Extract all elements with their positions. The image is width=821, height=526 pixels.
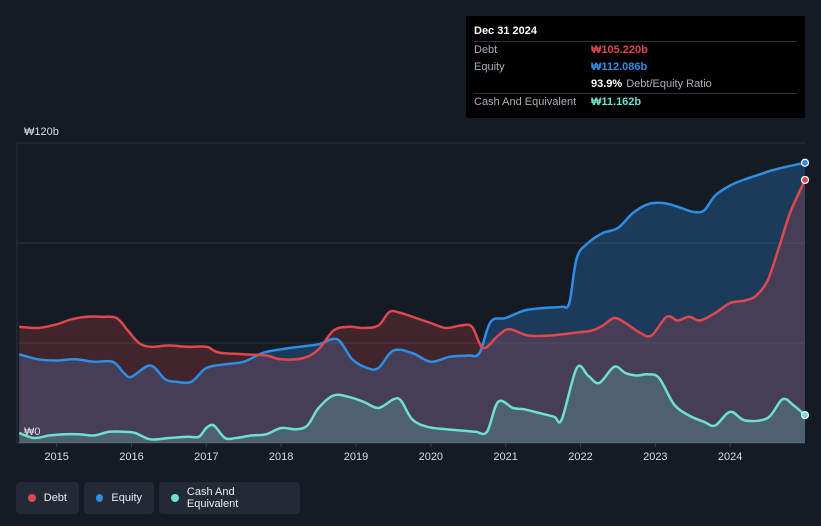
x-tick-label: 2016: [119, 451, 143, 463]
tooltip-equity-label: Equity: [474, 61, 505, 73]
y-tick-label: ₩120b: [24, 126, 59, 138]
debt-line: [19, 179, 807, 361]
debt-dot-icon: [28, 494, 36, 502]
series-lines: [18, 161, 807, 441]
tooltip-cash-label: Cash And Equivalent: [474, 96, 577, 108]
x-tick-label: 2023: [643, 451, 667, 463]
x-tick-label: 2015: [44, 451, 68, 463]
equity-end-marker[interactable]: [800, 158, 810, 167]
x-tick-label: 2019: [344, 451, 368, 463]
tooltip-ratio-value: 93.9%: [591, 78, 623, 90]
tooltip-debt-value: ₩105.220b: [591, 44, 648, 56]
tooltip-cash-value: ₩11.162b: [591, 96, 642, 108]
legend-label-cash: Cash And Equivalent: [186, 486, 239, 510]
x-tick-label: 2021: [493, 451, 517, 463]
debt-area: [19, 179, 805, 443]
tooltip-ratio-label: Debt/Equity Ratio: [626, 78, 712, 90]
x-tick-label: 2020: [419, 451, 443, 463]
cash-and-equivalent-end-marker[interactable]: [800, 411, 810, 420]
tooltip-row-debt: Debt ₩105.220b: [474, 41, 797, 59]
y-tick-label: ₩0: [24, 426, 41, 438]
equity-dot-icon: [96, 494, 104, 502]
x-tick-label: 2022: [568, 451, 592, 463]
tooltip-row-equity: Equity ₩112.086b: [474, 59, 797, 76]
legend-label-equity: Equity: [111, 492, 142, 504]
x-tick-label: 2024: [718, 451, 742, 463]
legend-item-debt[interactable]: Debt: [16, 482, 79, 514]
tooltip-debt-label: Debt: [474, 44, 498, 56]
tooltip-row-ratio: 93.9% Debt/Equity Ratio: [474, 76, 797, 93]
legend-item-equity[interactable]: Equity: [84, 482, 154, 514]
cash-and-equivalent-area: [19, 365, 805, 443]
axis-labels: ₩120b ₩0 2015 2016 2017 2018 2019 2020 2021 2022 2…: [24, 126, 742, 463]
legend-item-cash[interactable]: Cash And Equivalent: [159, 482, 300, 514]
debt-end-marker[interactable]: [800, 175, 810, 185]
cash-dot-icon: [171, 494, 179, 502]
cash-and-equivalent-line: [18, 364, 806, 441]
hover-tooltip: Dec 31 2024 Debt ₩105.220b Equity ₩112.0…: [466, 16, 805, 118]
x-tick-label: 2018: [269, 451, 293, 463]
area-fills: [19, 162, 805, 444]
legend-label-debt: Debt: [43, 492, 67, 504]
tooltip-row-cash: Cash And Equivalent ₩11.162b: [474, 93, 797, 111]
chart-legend: Debt Equity Cash And Equivalent: [16, 482, 300, 514]
tooltip-date: Dec 31 2024: [474, 25, 537, 37]
end-markers: [800, 158, 810, 420]
x-tick-label: 2017: [194, 451, 218, 463]
equity-line: [18, 161, 806, 385]
tooltip-equity-value: ₩112.086b: [591, 61, 648, 73]
grid-lines: [16, 142, 805, 444]
